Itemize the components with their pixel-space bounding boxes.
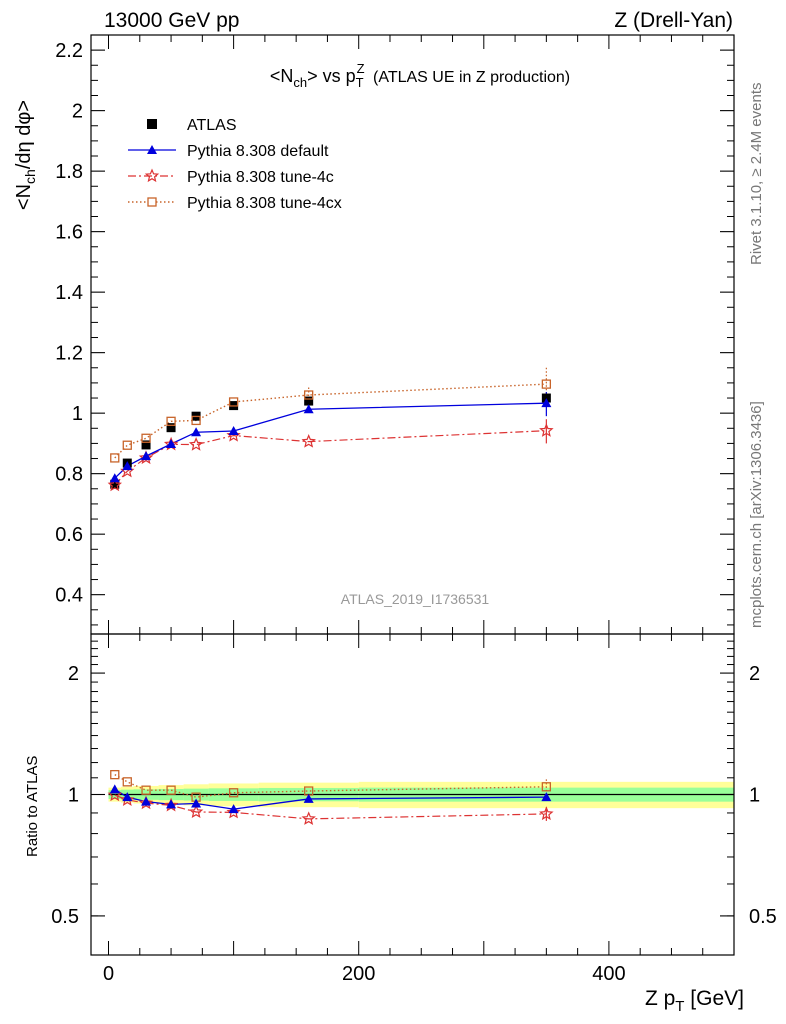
ratio-point-tune4c — [120, 792, 135, 807]
data-point-default — [122, 461, 133, 471]
analysis-watermark: ATLAS_2019_I1736531 — [341, 591, 490, 607]
legend-label: Pythia 8.308 default — [187, 143, 329, 160]
data-point-atlas — [166, 423, 176, 433]
data-point-default — [141, 451, 152, 461]
main-y-axis-label: <Nch/dη dφ> — [13, 100, 38, 210]
y-tick-label: 0.4 — [55, 585, 83, 607]
data-point-default — [109, 473, 120, 483]
legend-marker-default — [147, 145, 157, 154]
header-energy: 13000 GeV pp — [104, 9, 239, 32]
y-tick-label: 2 — [72, 101, 83, 123]
data-point-default — [228, 426, 239, 436]
ratio-point-tune4cx — [228, 788, 239, 798]
legend-label: Pythia 8.308 tune-4cx — [187, 195, 342, 212]
data-point-tune4cx — [141, 433, 151, 443]
y-tick-label: 2.2 — [55, 40, 83, 62]
data-point-default — [191, 427, 202, 437]
ratio-point-tune4cx — [122, 777, 132, 787]
data-point-atlas — [304, 396, 314, 406]
y-tick-label: 1 — [72, 403, 83, 425]
ratio-point-tune4c — [301, 811, 316, 825]
ratio-point-tune4cx — [110, 769, 120, 780]
rivet-version-label: Rivet 3.1.10, ≥ 2.4M events — [748, 83, 765, 266]
legend: ATLAS Pythia 8.308 default Pythia 8.308 tu… — [128, 117, 342, 212]
y-tick-label: 0.8 — [55, 464, 83, 486]
y-tick-label: 1.2 — [55, 343, 83, 365]
series-line-tune4c — [114, 430, 547, 486]
ratio-point-default — [122, 792, 133, 802]
ratio-y-axis-label: Ratio to ATLAS — [24, 756, 41, 857]
data-point-tune4cx — [304, 390, 314, 400]
data-point-tune4c — [188, 437, 204, 451]
ratio-point-default — [541, 792, 552, 802]
ratio-point-default — [109, 784, 120, 794]
data-point-tune4c — [138, 450, 154, 465]
y-tick-label: 1.8 — [55, 161, 83, 183]
ratio-point-default — [191, 798, 202, 808]
x-tick-label: 0 — [103, 963, 114, 985]
data-point-tune4cx — [110, 453, 120, 463]
ratio-y-tick-label-right: 0.5 — [749, 906, 777, 928]
ratio-point-tune4c — [138, 795, 154, 810]
header-process: Z (Drell-Yan) — [614, 9, 733, 32]
ratio-y-tick-label: 2 — [68, 663, 79, 685]
legend-label: ATLAS — [187, 117, 237, 134]
y-tick-label: 0.6 — [55, 524, 83, 546]
data-point-atlas — [541, 393, 551, 403]
ratio-point-default — [303, 793, 314, 803]
data-point-tune4cx — [228, 397, 239, 407]
ratio-y-tick-label-right: 2 — [749, 663, 760, 685]
ratio-y-tick-label-right: 1 — [749, 785, 760, 807]
data-point-tune4cx — [191, 415, 201, 426]
main-panel: <Nch> vs pTZ (ATLAS UE in Z production) … — [13, 34, 735, 635]
ratio-y-tick-label: 0.5 — [51, 906, 79, 928]
legend-marker-tune4c — [144, 168, 160, 183]
data-point-atlas — [141, 440, 151, 450]
ratio-point-default — [228, 804, 239, 814]
ratio-point-tune4c — [226, 804, 241, 819]
data-point-tune4c — [107, 477, 123, 492]
ratio-point-tune4c — [539, 806, 554, 821]
data-point-tune4cx — [541, 379, 552, 389]
data-point-atlas — [110, 479, 120, 489]
ratio-point-tune4cx — [141, 785, 151, 795]
legend-marker-atlas — [147, 119, 157, 129]
x-tick-label: 200 — [342, 963, 375, 985]
data-point-tune4c — [301, 434, 316, 448]
series-line-tune4cx — [114, 383, 547, 459]
main-title: <Nch> vs pTZ (ATLAS UE in Z production) — [270, 61, 570, 90]
data-point-tune4c — [539, 423, 554, 437]
legend-label: Pythia 8.308 tune-4c — [187, 169, 334, 186]
ratio-point-tune4cx — [166, 785, 176, 795]
ratio-point-default — [166, 799, 177, 809]
ratio-panel: Ratio to ATLAS 0.5 0.5 1 1 2 2 0 200 400 — [24, 633, 777, 985]
data-point-default — [166, 439, 177, 449]
data-point-default — [541, 398, 552, 408]
x-tick-label: 400 — [592, 963, 625, 985]
x-axis-label: Z pT [GeV] — [645, 987, 744, 1015]
ratio-point-tune4cx — [541, 782, 552, 792]
y-tick-label: 1.6 — [55, 222, 83, 244]
ratio-y-tick-label: 1 — [68, 785, 79, 807]
data-point-tune4cx — [166, 416, 176, 426]
ratio-point-default — [141, 796, 152, 806]
y-tick-label: 1.4 — [55, 282, 83, 304]
legend-marker-tune4cx — [147, 197, 157, 207]
data-point-default — [303, 404, 314, 414]
ratio-line-tune4cx — [114, 774, 547, 798]
data-point-tune4cx — [122, 440, 132, 450]
ratio-point-tune4c — [188, 804, 204, 819]
mcplots-label: mcplots.cern.ch [arXiv:1306.3436] — [748, 401, 765, 628]
data-point-tune4c — [226, 427, 241, 442]
